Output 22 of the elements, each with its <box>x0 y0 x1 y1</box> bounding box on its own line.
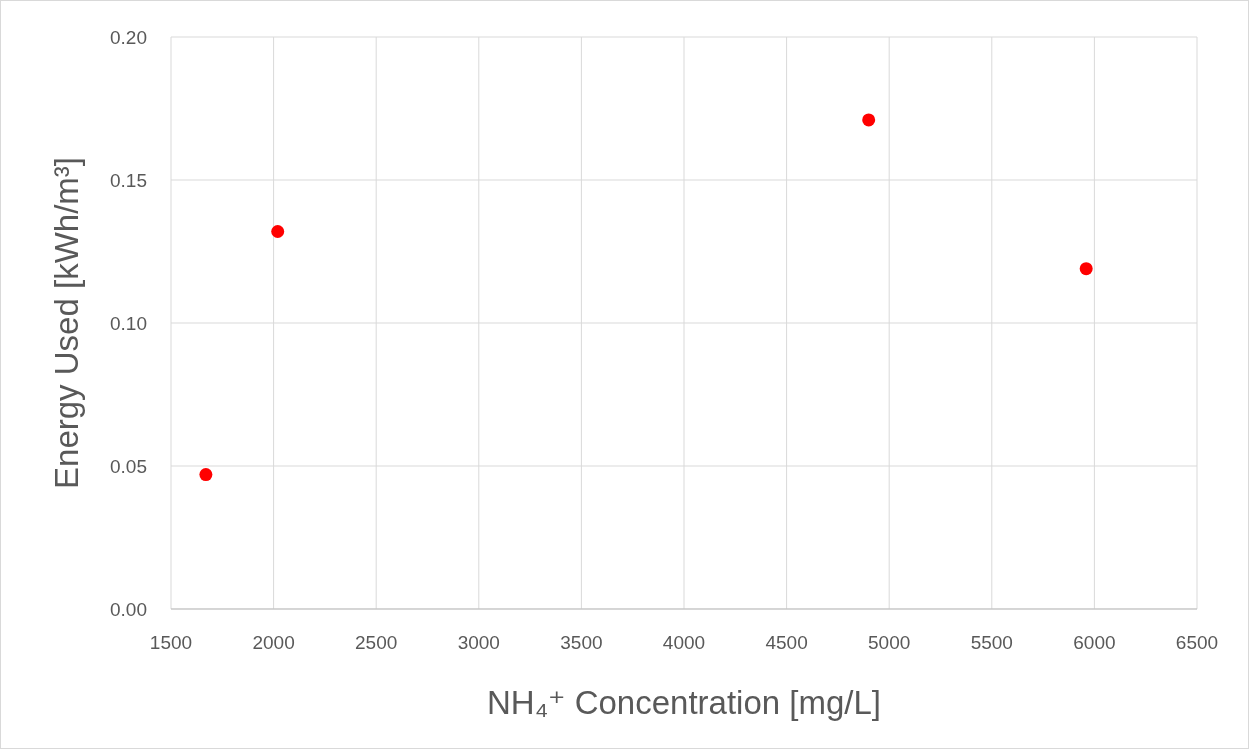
x-tick-label: 2500 <box>355 632 398 653</box>
y-axis-title: Energy Used [kWh/m³] <box>48 157 85 489</box>
point <box>1079 262 1093 276</box>
x-tick-label: 6500 <box>1175 632 1219 653</box>
x-tick-label: 1500 <box>149 632 193 653</box>
x-tick-label: 5500 <box>970 632 1013 653</box>
x-tick-label: 4500 <box>765 632 808 653</box>
x-tick-label: 3500 <box>560 632 603 653</box>
point <box>199 468 213 482</box>
x-tick-label: 3000 <box>457 632 500 653</box>
x-tick-label: 6000 <box>1073 632 1116 653</box>
x-tick-label: 5000 <box>868 632 911 653</box>
y-tick-label: 0.00 <box>110 599 147 620</box>
y-tick-label: 0.20 <box>110 27 147 48</box>
point <box>862 113 876 127</box>
x-tick-label: 2000 <box>252 632 295 653</box>
point <box>271 224 285 238</box>
y-tick-label: 0.10 <box>110 313 147 334</box>
x-tick-label: 4000 <box>662 632 706 653</box>
y-tick-label: 0.15 <box>110 170 147 191</box>
x-axis-title: NH₄⁺ Concentration [mg/L] <box>486 684 882 721</box>
y-tick-label: 0.05 <box>110 456 147 477</box>
